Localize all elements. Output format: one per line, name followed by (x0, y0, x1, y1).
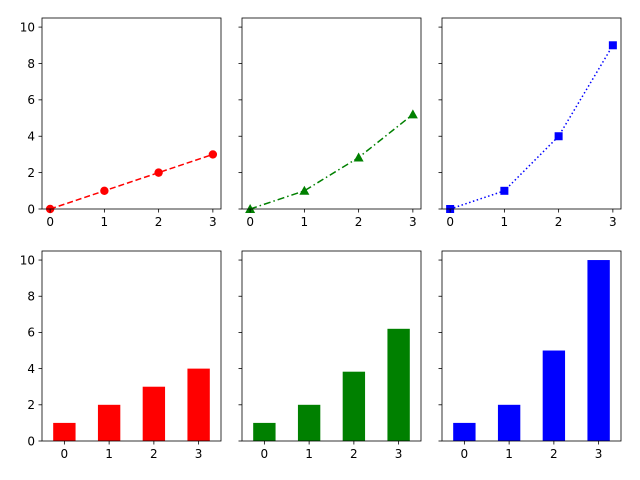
bar (587, 260, 610, 441)
y-tick-label: 0 (27, 202, 35, 216)
y-tick-label: 0 (27, 434, 35, 448)
bar (453, 422, 476, 441)
x-tick-label: 1 (305, 447, 313, 461)
axes-frame (441, 250, 622, 442)
series-line (449, 44, 614, 210)
bar (142, 386, 166, 441)
y-tick-label: 4 (27, 362, 35, 376)
x-tick-label: 0 (246, 215, 254, 229)
data-point (299, 185, 310, 195)
x-tick-label: 3 (409, 215, 417, 229)
y-tick-label: 2 (27, 398, 35, 412)
x-tick-label: 2 (555, 215, 563, 229)
bar (542, 350, 566, 441)
bar (297, 404, 321, 441)
axes-frame (41, 250, 222, 442)
x-tick-label: 3 (595, 447, 603, 461)
x-tick-label: 0 (261, 447, 269, 461)
y-tick-label: 6 (27, 93, 35, 107)
x-tick-label: 2 (350, 447, 358, 461)
x-tick-label: 1 (501, 215, 509, 229)
bar (187, 368, 210, 441)
bar (342, 371, 366, 441)
data-point (245, 204, 256, 213)
data-point (554, 132, 563, 141)
y-tick-label: 8 (27, 57, 35, 71)
subplot-3: 0 1 2 3 (438, 17, 622, 229)
x-tick-label: 3 (395, 447, 403, 461)
x-tick-label: 0 (61, 447, 69, 461)
series-line (49, 153, 214, 210)
axes-frame (41, 17, 222, 210)
subplot-6: 0 1 2 3 (438, 250, 622, 461)
subplot-4: 0 1 2 3 0 2 4 6 8 10 (20, 250, 222, 461)
axes-frame (241, 17, 422, 210)
subplot-1: 0 1 2 3 0 2 4 6 8 10 (20, 17, 222, 229)
x-tick-label: 3 (609, 215, 617, 229)
axes-frame (441, 17, 622, 210)
y-tick-label: 6 (27, 326, 35, 340)
series-line (249, 113, 414, 210)
data-point (608, 41, 617, 50)
x-tick-label: 2 (355, 215, 363, 229)
x-tick-label: 3 (195, 447, 203, 461)
data-point (100, 186, 109, 196)
bar (253, 422, 276, 441)
x-tick-label: 2 (550, 447, 558, 461)
x-tick-label: 1 (301, 215, 309, 229)
x-tick-label: 1 (101, 215, 109, 229)
data-point (154, 168, 163, 177)
data-point (208, 150, 218, 159)
x-tick-label: 2 (150, 447, 158, 461)
y-tick-label: 4 (27, 130, 35, 144)
x-tick-label: 1 (505, 447, 513, 461)
x-tick-label: 0 (46, 215, 54, 229)
x-tick-label: 1 (105, 447, 113, 461)
x-tick-label: 3 (209, 215, 217, 229)
data-point (407, 109, 418, 119)
subplot-2: 0 1 2 3 (238, 17, 422, 229)
x-tick-label: 2 (155, 215, 163, 229)
bar (497, 404, 521, 441)
subplot-5: 0 1 2 3 (238, 250, 422, 461)
bar (53, 422, 76, 441)
bar (387, 328, 410, 441)
y-tick-label: 10 (20, 20, 35, 34)
y-tick-label: 8 (27, 290, 35, 304)
y-tick-label: 10 (20, 253, 35, 267)
data-point (353, 152, 364, 162)
y-tick-label: 2 (27, 166, 35, 180)
bar (97, 404, 121, 441)
x-tick-label: 0 (446, 215, 454, 229)
data-point (500, 186, 509, 195)
axes-frame (241, 250, 422, 442)
x-tick-label: 0 (461, 447, 469, 461)
